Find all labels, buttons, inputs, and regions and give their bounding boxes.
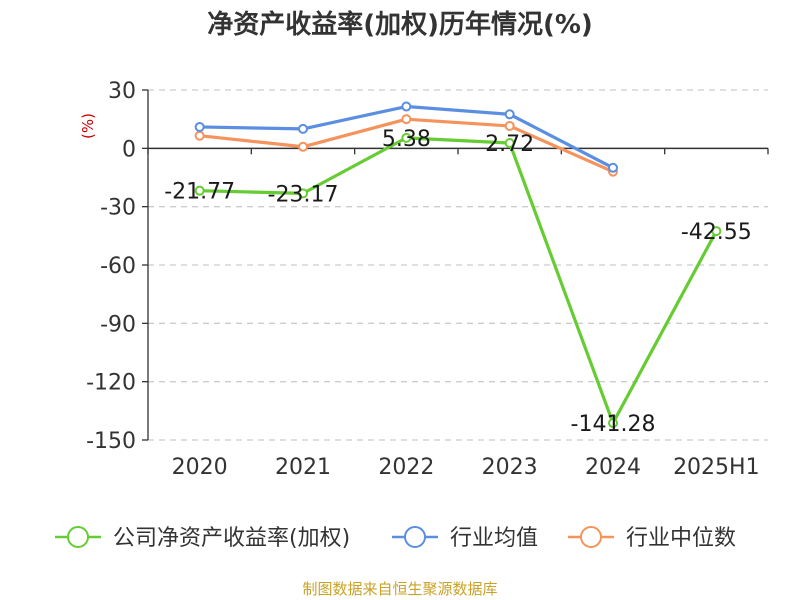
series-point-1	[504, 109, 515, 120]
series-point-0	[298, 188, 308, 199]
y-tick-label: -60	[100, 254, 136, 279]
x-tick-label: 2020	[172, 455, 228, 480]
data-label: 5.38	[382, 127, 431, 152]
y-axis-unit-label: (%)	[79, 113, 97, 139]
data-label: 2.72	[485, 132, 534, 157]
data-label: -21.77	[164, 180, 235, 205]
data-label: -23.17	[268, 182, 339, 207]
series-point-0	[711, 226, 722, 237]
legend-marker-circle	[580, 526, 602, 548]
x-tick-label: 2025H1	[673, 455, 760, 480]
legend-label: 公司净资产收益率(加权)	[113, 526, 350, 551]
series-point-2	[194, 130, 205, 141]
series-point-0	[608, 418, 618, 429]
chart-title: 净资产收益率(加权)历年情况(%)	[207, 9, 593, 40]
series-point-1	[194, 121, 205, 132]
y-tick-label: -150	[86, 429, 136, 454]
axes: 30 0 -30 -60 -90 -120 -150 2020 2021 2022 2023 2024…	[86, 79, 769, 480]
x-tick-label: 2023	[482, 455, 538, 480]
legend-label: 行业中位数	[626, 526, 736, 551]
source-credit: 制图数据来自恒生聚源数据库	[302, 580, 497, 598]
y-tick-label: -90	[100, 312, 136, 337]
series-point-0	[194, 185, 205, 196]
legend-marker-circle	[404, 526, 426, 548]
x-tick-label: 2021	[275, 455, 331, 480]
y-tick-label: -30	[100, 196, 136, 221]
series-point-2	[298, 141, 308, 152]
x-tick-label: 2022	[378, 455, 434, 480]
grid-lines	[148, 89, 768, 441]
data-label: -42.55	[681, 220, 752, 245]
data-labels: -21.77 -23.17 5.38 2.72 -141.28 -42.55	[164, 127, 752, 437]
data-label: -141.28	[571, 412, 656, 437]
series-line-0	[198, 136, 718, 425]
legend-marker-circle	[67, 526, 89, 548]
y-tick-label: -120	[86, 371, 136, 396]
series-point-0	[401, 132, 412, 143]
series-point-1	[298, 123, 308, 134]
legend-label: 行业均值	[450, 526, 538, 551]
legend: 公司净资产收益率(加权) 行业均值 行业中位数	[55, 526, 736, 551]
series-point-1	[401, 101, 412, 112]
y-tick-label: 0	[122, 137, 136, 162]
series-point-1	[608, 162, 618, 173]
y-tick-label: 30	[108, 79, 136, 104]
series-point-2	[504, 120, 515, 131]
x-tick-label: 2024	[585, 455, 641, 480]
series-lines	[194, 101, 722, 429]
series-point-2	[401, 114, 412, 125]
series-point-0	[504, 138, 515, 149]
